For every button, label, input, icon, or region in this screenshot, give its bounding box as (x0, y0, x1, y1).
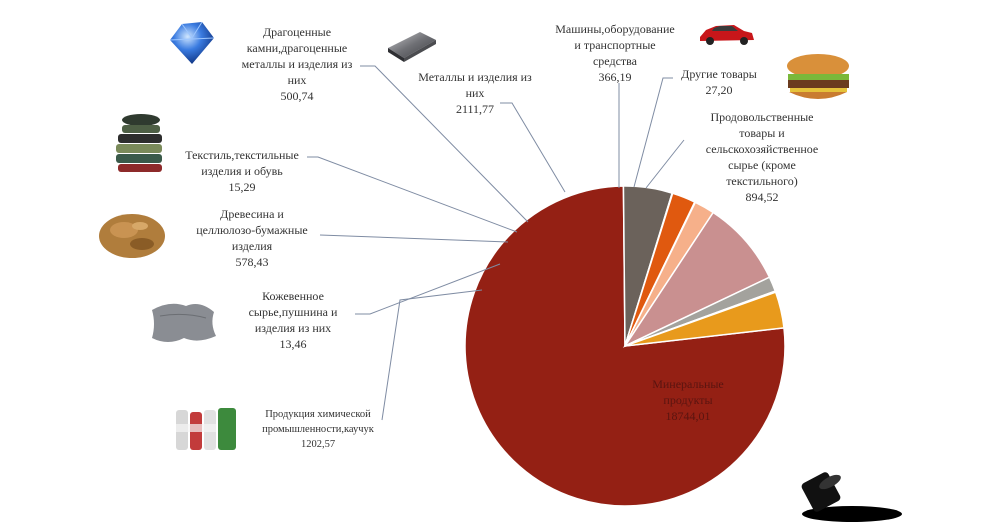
label-machines-line3: средства (593, 54, 638, 68)
car-icon (700, 25, 754, 45)
label-textile-value: 15,29 (229, 180, 256, 194)
label-food-line3: сельскохозяйственное (706, 142, 819, 156)
metal-plate-icon (388, 32, 436, 62)
label-other: Другие товары 27,20 (681, 67, 757, 97)
label-metals-value: 2111,77 (456, 102, 494, 116)
label-wood-line2: целлюлозо-бумажные (196, 223, 307, 237)
label-textile: Текстиль,текстильные изделия и обувь 15,… (185, 148, 299, 194)
label-machines-line1: Машины,оборудование (555, 22, 674, 36)
label-gems-line2: камни,драгоценные (247, 41, 347, 55)
oil-barrel-icon (801, 472, 902, 522)
pie-slice-9 (624, 291, 785, 347)
label-food-line5: текстильного) (726, 174, 798, 188)
label-mineral-value: 18744,01 (666, 409, 711, 423)
pie-slice-6 (622, 211, 771, 348)
label-food-line1: Продовольственные (710, 110, 813, 124)
label-textile-line2: изделия и обувь (201, 164, 283, 178)
chemical-bottles-icon (176, 408, 236, 450)
leader-chemical (381, 289, 483, 421)
label-chemical-line2: промышленности,каучук (262, 424, 375, 435)
label-leather-line1: Кожевенное (262, 289, 324, 303)
label-leather-line2: сырье,пушнина и (249, 305, 338, 319)
wood-chips-icon (99, 214, 165, 258)
gem-icon (169, 21, 215, 64)
label-metals-line1: Металлы и изделия из (418, 70, 532, 84)
label-wood-line1: Древесина и (220, 207, 284, 221)
label-chemical: Продукция химической промышленности,кауч… (262, 409, 375, 450)
label-leather: Кожевенное сырье,пушнина и изделия из ни… (249, 289, 338, 351)
label-other-line1: Другие товары (681, 67, 757, 81)
label-leather-line3: изделия из них (255, 321, 331, 335)
label-metals-line2: них (466, 86, 485, 100)
label-food-value: 894,52 (746, 190, 779, 204)
textile-stack-icon (116, 114, 162, 172)
label-food-line4: сырье (кроме (728, 158, 796, 172)
label-food: Продовольственные товары и сельскохозяйс… (706, 110, 819, 204)
leather-hide-icon (152, 303, 216, 342)
label-leather-value: 13,46 (280, 337, 307, 351)
label-gems-value: 500,74 (281, 89, 314, 103)
label-gems: Драгоценные камни,драгоценные металлы и … (242, 25, 353, 103)
label-gems-line3: металлы и изделия из (242, 57, 353, 71)
leader-wood (319, 234, 509, 243)
leader-lines (307, 65, 685, 421)
label-gems-line4: них (288, 73, 307, 87)
label-mineral-line2: продукты (663, 393, 712, 407)
leader-leather (355, 263, 501, 315)
label-food-line2: товары и (739, 126, 785, 140)
leader-gems (360, 65, 529, 223)
label-wood: Древесина и целлюлозо-бумажные изделия 5… (196, 207, 307, 269)
label-chemical-value: 1202,57 (301, 439, 335, 450)
label-textile-line1: Текстиль,текстильные (185, 148, 299, 162)
label-chemical-line1: Продукция химической (265, 409, 371, 420)
label-machines-line2: и транспортные (574, 38, 655, 52)
label-gems-line1: Драгоценные (263, 25, 331, 39)
leader-textile (307, 156, 518, 233)
label-other-value: 27,20 (706, 83, 733, 97)
leader-food (645, 139, 685, 189)
label-mineral-line1: Минеральные (652, 377, 724, 391)
leader-other (633, 77, 673, 188)
label-machines: Машины,оборудование и транспортные средс… (555, 22, 674, 84)
label-metals: Металлы и изделия из них 2111,77 (418, 70, 532, 116)
label-mineral: Минеральные продукты 18744,01 (652, 377, 724, 423)
leader-metals (500, 102, 566, 193)
burger-icon (787, 54, 849, 99)
label-machines-value: 366,19 (599, 70, 632, 84)
pie-slices (464, 185, 786, 507)
label-wood-value: 578,43 (236, 255, 269, 269)
label-wood-line3: изделия (232, 239, 273, 253)
